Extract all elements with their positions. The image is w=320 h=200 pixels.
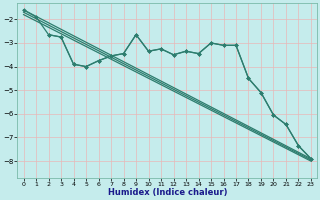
X-axis label: Humidex (Indice chaleur): Humidex (Indice chaleur) (108, 188, 227, 197)
